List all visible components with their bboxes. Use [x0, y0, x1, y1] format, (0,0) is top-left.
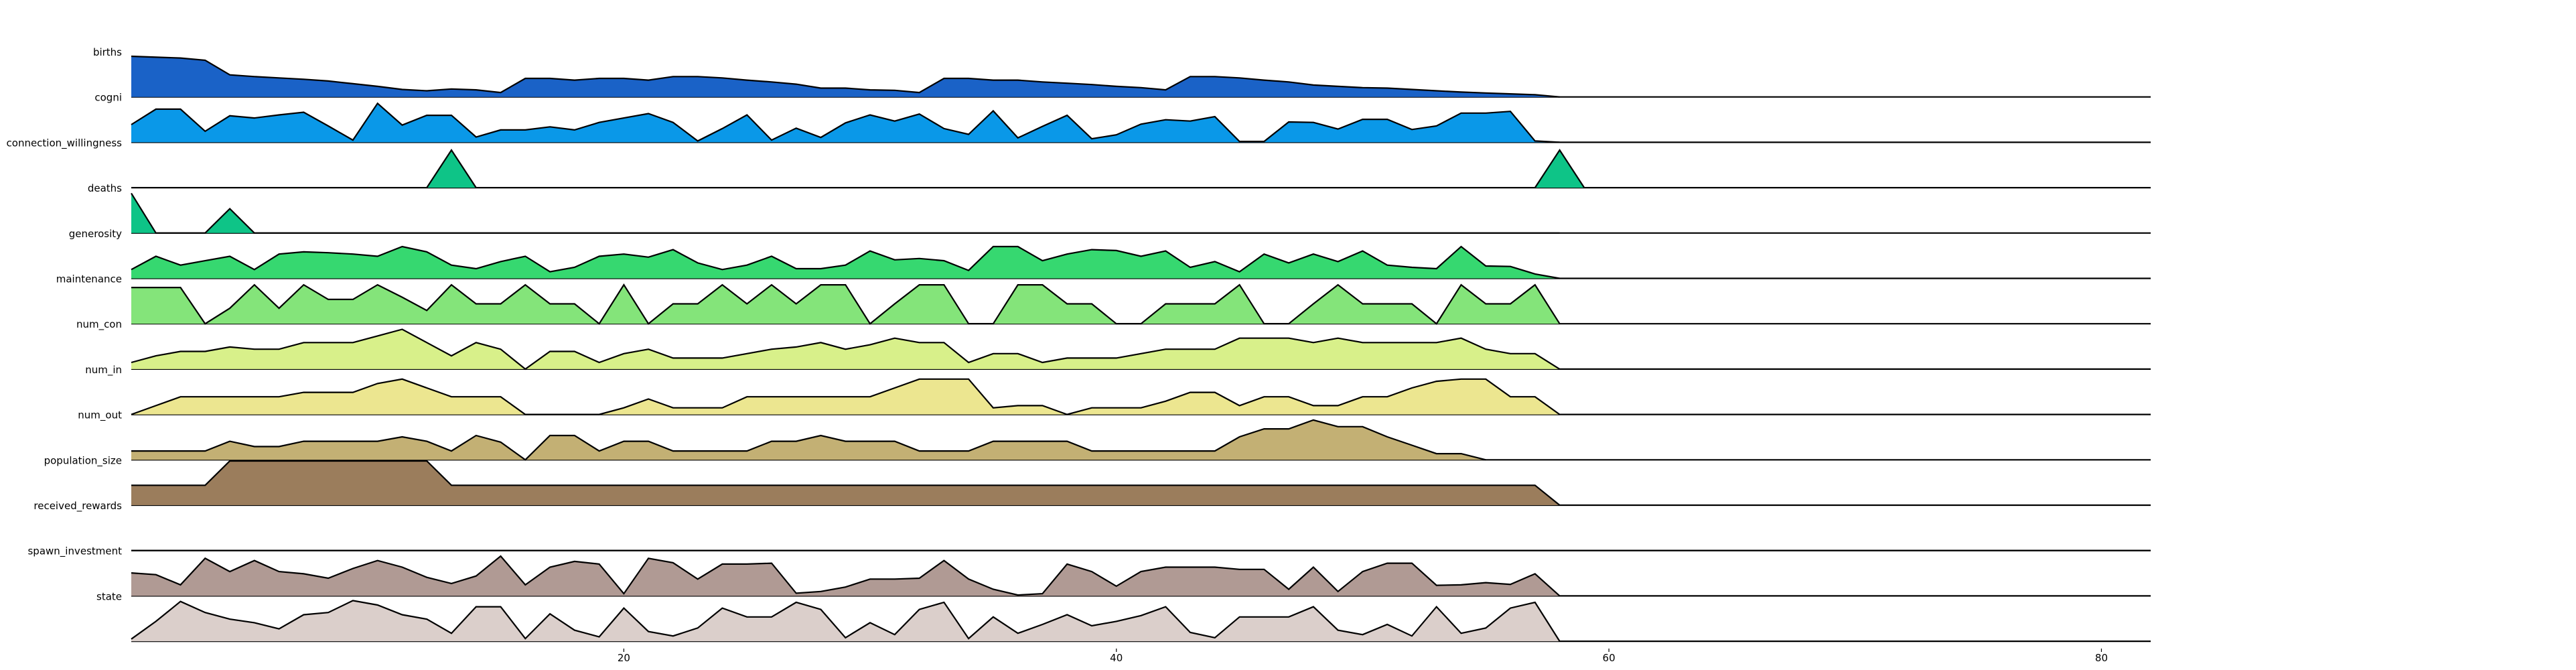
row-label-generosity: generosity [69, 228, 122, 240]
ridge-area-state [131, 600, 1560, 642]
ridge-row-num_con: num_con [76, 318, 2151, 371]
ridge-area-births [131, 56, 1560, 97]
row-label-deaths: deaths [88, 182, 122, 194]
ridge-row-state: state [96, 590, 2151, 643]
ridge-row-num_out: num_out [78, 409, 2151, 461]
row-label-num_in: num_in [85, 364, 122, 377]
ridge-area-maintenance [131, 285, 1560, 324]
row-label-num_con: num_con [76, 318, 122, 331]
x-axis: 20 40 60 80 [618, 649, 2108, 664]
ridge-row-deaths: deaths [88, 182, 2151, 234]
ridge-row-num_in: num_in [85, 364, 2151, 415]
ridge-line-cogni [131, 102, 1560, 143]
x-tick-label: 40 [1110, 652, 1123, 664]
ridge-line-spawn_investment [131, 555, 1561, 597]
ridge-area-spawn_investment [131, 556, 1560, 596]
row-label-state: state [96, 590, 122, 602]
ridge-line-deaths [131, 192, 1560, 234]
ridge-area-cogni [131, 103, 1560, 143]
ridge-line-births [131, 55, 1560, 98]
ridge-line-state [131, 600, 1561, 642]
ridge-line-num_con [131, 328, 1561, 371]
ridge-area-num_out [131, 419, 1486, 460]
ridge-line-population_size [131, 460, 1561, 506]
ridge-area-population_size [131, 461, 1560, 505]
ridge-area-connection_willingness-0 [427, 150, 476, 188]
ridge-line-connection_willingness-1 [1534, 148, 1585, 188]
ridge-line-num_out [131, 419, 1486, 461]
row-label-population_size: population_size [44, 454, 122, 467]
ridge-row-spawn_investment: spawn_investment [27, 545, 2151, 597]
ridge-line-maintenance [131, 283, 1561, 325]
ridge-area-generosity [131, 247, 1560, 279]
ridge-row-cogni: cogni [94, 92, 2151, 143]
ridge-row-births: births [93, 46, 2151, 98]
ridge-row-maintenance: maintenance [56, 273, 2151, 325]
row-label-births: births [93, 46, 122, 58]
row-label-received_rewards: received_rewards [33, 500, 122, 513]
ridge-area-num_in [131, 379, 1560, 415]
ridge-line-num_in [131, 378, 1561, 415]
ridge-line-generosity [131, 245, 1560, 279]
ridge-row-connection_willingness: connection_willingness [7, 137, 2151, 189]
row-label-num_out: num_out [78, 409, 122, 422]
row-label-cogni: cogni [94, 92, 122, 104]
x-tick-label: 60 [1603, 652, 1616, 664]
row-label-connection_willingness: connection_willingness [7, 137, 123, 149]
row-label-maintenance: maintenance [56, 273, 122, 285]
ridge-row-generosity: generosity [69, 228, 2151, 279]
row-label-spawn_investment: spawn_investment [27, 545, 122, 558]
ridge-area-connection_willingness-1 [1534, 150, 1585, 188]
ridge-row-received_rewards: received_rewards [33, 500, 2151, 551]
ridge-line-connection_willingness-0 [426, 148, 477, 188]
ridge-row-population_size: population_size [44, 454, 2151, 507]
ridge-area-deaths [131, 193, 1560, 233]
x-tick-label: 20 [618, 652, 630, 664]
x-tick-label: 80 [2095, 652, 2108, 664]
